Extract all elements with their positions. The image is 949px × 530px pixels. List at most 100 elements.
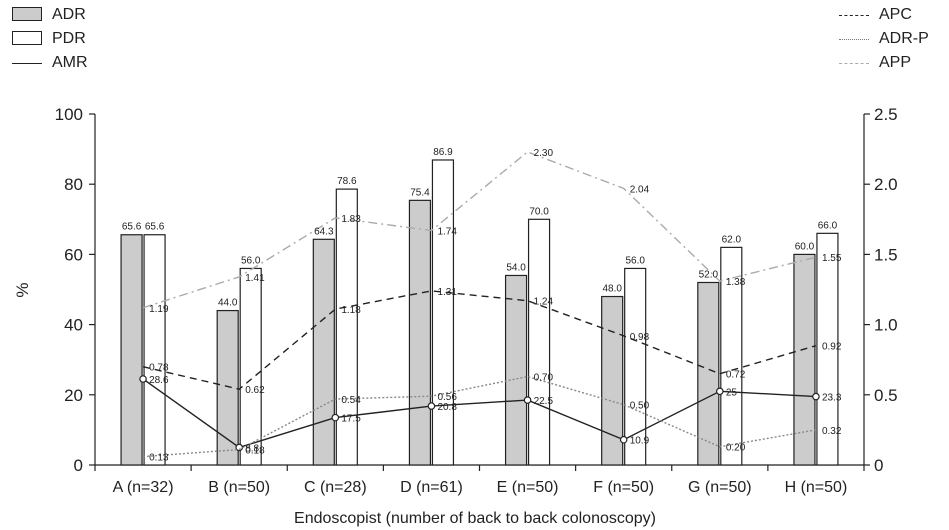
bar-pdr	[143, 234, 166, 466]
line-label-app: 1.83	[341, 214, 361, 225]
legend-swatch-apc	[839, 15, 869, 16]
line-label-apc: 1.31	[437, 287, 457, 298]
bar-label-adr: 54.0	[506, 262, 526, 273]
x-tick-label: E (n=50)	[497, 479, 559, 496]
legend-label-pdr: PDR	[52, 30, 86, 47]
marker-amr	[716, 387, 724, 396]
x-tick-label: G (n=50)	[688, 479, 752, 496]
marker-amr	[427, 402, 436, 410]
bars	[120, 159, 839, 466]
line-app	[142, 151, 817, 309]
legend-swatch-adr	[12, 7, 42, 21]
legend-swatch-app	[839, 63, 869, 64]
bar-adr	[408, 199, 432, 466]
legend-item-amr: AMR	[12, 54, 88, 72]
bar-adr	[216, 309, 239, 466]
bar-label-pdr: 56.0	[241, 255, 261, 266]
line-label-apc: 0.98	[630, 332, 650, 343]
legend-label-apc: APC	[879, 6, 912, 23]
y-tick-label-right: 0.5	[874, 386, 898, 405]
line-label-amr: 20.8	[437, 402, 457, 413]
marker-amr	[812, 392, 820, 401]
line-label-app: 1.74	[437, 227, 457, 238]
y-tick-label-right: 2.0	[874, 175, 898, 194]
line-label-adr-p: 0.70	[534, 373, 554, 384]
line-label-adr-p: 0.13	[149, 453, 169, 464]
y-tick-label-right: 0	[874, 456, 883, 475]
line-apc	[142, 290, 817, 390]
bar-pdr	[624, 267, 647, 466]
bar-pdr	[720, 246, 743, 466]
line-label-apc: 1.24	[534, 297, 554, 308]
x-tick-label: A (n=32)	[113, 479, 174, 496]
legend-item-apc: APC	[839, 6, 912, 24]
legend-label-app: APP	[879, 54, 912, 71]
y-tick-label-left: 40	[64, 316, 83, 335]
legend-item-pdr: PDR	[12, 30, 86, 48]
bar-pdr	[527, 218, 551, 466]
line-label-amr: 22.5	[534, 396, 554, 407]
line-label-adr-p: 0.56	[437, 392, 457, 403]
line-label-amr: 10.9	[630, 436, 650, 447]
line-label-app: 1.41	[245, 273, 265, 284]
line-label-apc: 0.78	[149, 363, 169, 374]
x-tick-label: D (n=61)	[400, 479, 463, 496]
legend-label-adr: ADR	[52, 6, 86, 23]
legend-item-app: APP	[839, 54, 912, 72]
bar-adr	[504, 274, 528, 466]
line-label-amr: 25	[726, 387, 738, 398]
bar-label-pdr: 86.9	[433, 147, 453, 158]
bar-label-adr: 75.4	[410, 187, 430, 198]
legend-swatch-adr-p	[839, 39, 869, 40]
line-label-app: 2.30	[534, 148, 554, 159]
y-tick-label-left: 0	[74, 456, 83, 475]
y-tick-label-left: 100	[55, 105, 83, 124]
y-tick-label-left: 60	[64, 245, 83, 264]
bar-label-pdr: 62.0	[722, 234, 742, 245]
y-axis-title: %	[13, 282, 32, 297]
bar-label-pdr: 65.6	[145, 222, 165, 233]
y-tick-label-right: 2.5	[874, 105, 898, 124]
legend-label-adr-p: ADR-P	[879, 30, 929, 47]
marker-amr	[523, 396, 532, 404]
x-tick-label: B (n=50)	[208, 479, 270, 496]
line-label-app: 1.38	[726, 277, 746, 288]
bar-pdr	[431, 159, 455, 466]
x-axis-title: Endoscopist (number of back to back colo…	[294, 510, 656, 527]
bar-adr	[697, 281, 720, 466]
bar-adr	[793, 253, 816, 466]
line-label-apc: 0.72	[726, 370, 746, 381]
bar-label-adr: 64.3	[314, 226, 334, 237]
legend-label-amr: AMR	[52, 54, 88, 71]
line-label-amr: 23.3	[822, 393, 842, 404]
bar-label-adr: 44.0	[218, 298, 238, 309]
legend-swatch-pdr	[12, 31, 42, 45]
line-label-app: 2.04	[630, 184, 650, 195]
line-label-adr-p: 0.32	[822, 426, 842, 437]
line-label-amr: 17.5	[341, 414, 361, 425]
line-label-adr-p: 0.54	[341, 395, 361, 406]
line-amr	[142, 378, 816, 449]
bar-adr	[312, 238, 335, 466]
line-label-amr: 8.8	[245, 443, 259, 454]
line-label-app: 1.19	[149, 304, 169, 315]
bar-label-adr: 48.0	[602, 284, 622, 295]
bar-label-adr: 60.0	[795, 241, 815, 252]
bar-label-pdr: 78.6	[337, 176, 357, 187]
line-label-app: 1.55	[822, 253, 842, 264]
x-tick-label: F (n=50)	[593, 479, 654, 496]
line-label-amr: 28.6	[149, 375, 169, 386]
line-label-apc: 0.62	[245, 385, 265, 396]
bar-adr	[601, 295, 624, 466]
marker-amr	[331, 413, 340, 422]
bar-pdr	[816, 232, 839, 466]
legend-swatch-amr	[12, 63, 42, 64]
line-label-adr-p: 0.20	[726, 443, 746, 454]
bar-label-pdr: 66.0	[818, 220, 838, 231]
legend-item-adr-p: ADR-P	[839, 30, 929, 48]
y-tick-label-left: 20	[64, 386, 83, 405]
lines	[139, 151, 820, 458]
line-label-apc: 1.18	[341, 305, 361, 316]
bar-label-adr: 65.6	[122, 222, 142, 233]
